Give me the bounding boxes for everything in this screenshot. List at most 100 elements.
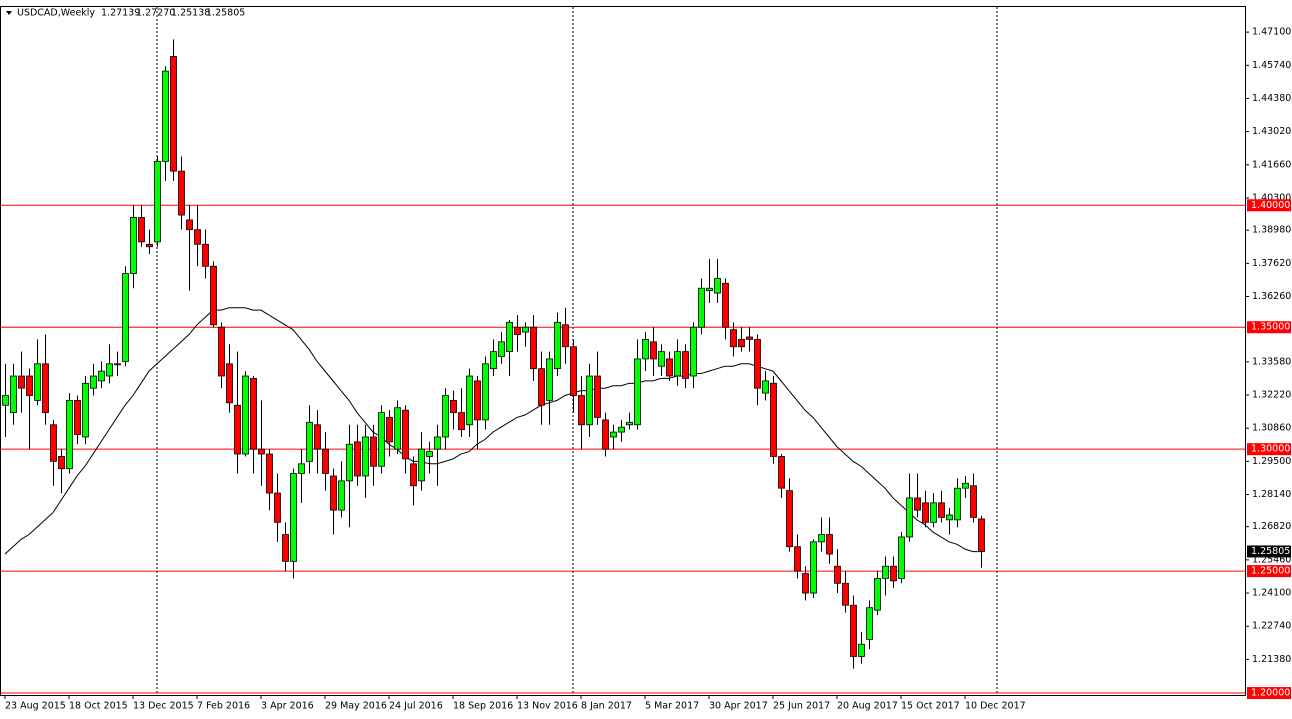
candle-body-down [42,363,49,413]
candle-body-up [874,578,881,611]
y-tick-label: 1.26820 [1252,521,1291,532]
candle-body-down [50,424,57,462]
candle-body-up [898,536,905,579]
candle-body-up [106,363,113,377]
price-label: 1.25805 [1251,546,1290,557]
level-label: 1.20000 [1251,688,1290,699]
candle-body-down [786,490,793,548]
header-low: 1.25138 [171,8,210,19]
candle-body-down [682,351,689,379]
x-tick-label: 10 Dec 2017 [965,701,1026,712]
candle-body-up [546,358,553,401]
y-tick-label: 1.36260 [1252,291,1291,302]
level-label-box [1247,443,1291,456]
candle-body-up [242,375,249,455]
candle-body-up [298,463,305,474]
candle-body-down [314,424,321,450]
candle-body-down [570,346,577,396]
x-tick-label: 29 May 2016 [325,701,387,712]
y-tick-label: 1.30860 [1252,423,1291,434]
level-label-box [1247,687,1291,700]
candle-body-down [722,282,729,328]
candle-body-up [906,497,913,538]
candle-body-up [626,421,633,426]
candle-body-down [282,534,289,562]
candle-body-up [642,339,649,360]
x-tick-label: 25 Jun 2017 [773,701,830,712]
x-tick-label: 3 Apr 2016 [261,701,314,712]
y-tick-label: 1.28140 [1252,489,1291,500]
y-tick-label: 1.40300 [1252,192,1291,203]
x-tick-label: 8 Jan 2017 [581,701,632,712]
level-label: 1.35000 [1251,322,1290,333]
x-tick-label: 23 Aug 2015 [5,701,66,712]
candle-body-down [74,399,81,435]
candle-body-down [474,380,481,421]
candle-body-up [522,326,529,333]
header-open: 1.27139 [101,8,140,19]
y-tick-label: 1.45740 [1252,60,1291,71]
candle-body-down [978,518,985,552]
candle-body-up [338,480,345,511]
candle-body-up [962,482,969,489]
candle-body-up [426,451,433,457]
candle-body-up [506,321,513,353]
candle-body-down [410,463,417,487]
candle-body-down [250,378,257,450]
level-label-box [1247,565,1291,578]
candle-body-up [154,160,161,243]
x-tick-label: 13 Dec 2015 [133,701,194,712]
candle-body-up [434,436,441,450]
y-tick-label: 1.47100 [1252,27,1291,38]
candle-body-up [362,436,369,477]
candle-body-down [210,265,217,326]
candle-body-up [762,380,769,394]
candle-body-up [954,487,961,521]
candle-body-down [458,412,465,431]
candle-body-up [162,70,169,162]
candle-body-down [514,326,521,335]
level-label-box [1247,199,1291,212]
candle-body-down [450,399,457,413]
x-tick-label: 7 Feb 2016 [197,701,250,712]
candle-body-down [26,375,33,396]
y-tick-label: 1.44380 [1252,93,1291,104]
candle-body-down [802,573,809,594]
candle-body-down [594,375,601,418]
menu-arrow[interactable] [6,11,12,15]
candle-body-up [90,375,97,389]
candle-body-down [938,502,945,518]
candle-body-up [2,395,9,406]
candle-body-up [482,363,489,421]
candle-body-up [346,443,353,482]
candle-body-up [498,341,505,357]
candle-body-down [578,395,585,426]
x-tick-label: 24 Jul 2016 [389,701,443,712]
candle-body-up [618,426,625,433]
candle-body-up [466,375,473,426]
candle-body-down [666,358,673,377]
candle-body-down [794,546,801,572]
candle-body-down [826,534,833,555]
candle-body-up [378,412,385,467]
candle-body-up [714,278,721,294]
candle-body-down [234,404,241,455]
candle-body-up [306,421,313,462]
candle-body-down [914,497,921,511]
candle-body-down [18,375,25,389]
candle-body-down [746,336,753,340]
candle-body-down [850,604,857,657]
candle-body-up [130,217,137,274]
symbol-label: USDCAD,Weekly [17,8,95,19]
candle-body-up [122,273,129,362]
candle-body-down [194,229,201,245]
candle-body-down [842,582,849,606]
candle-body-down [138,217,145,243]
candle-body-down [178,170,185,216]
y-tick-label: 1.32220 [1252,390,1291,401]
candle-body-up [674,351,681,377]
x-tick-label: 20 Aug 2017 [837,701,898,712]
candle-body-up [634,358,641,426]
y-tick-label: 1.33580 [1252,356,1291,367]
